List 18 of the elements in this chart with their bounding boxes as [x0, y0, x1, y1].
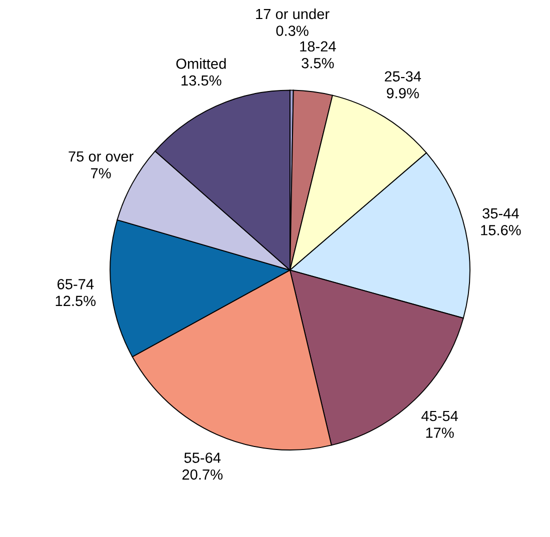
data-label: 12.5% — [56, 296, 96, 306]
slice-label: 55-64 — [184, 452, 221, 463]
slice-label: Omitted — [176, 58, 226, 69]
data-label: 15.6% — [481, 224, 521, 236]
slice-label: 45-54 — [421, 410, 458, 422]
slice-label: 25-34 — [384, 71, 422, 82]
data-label: 20.7% — [182, 469, 223, 480]
data-label: 0.3% — [276, 26, 308, 36]
slice-label: 17 or under — [256, 8, 330, 20]
slice-label: 75 or over — [68, 151, 134, 162]
data-label: 3.5% — [302, 58, 334, 68]
slice-label: 18-24 — [300, 41, 336, 52]
data-label: 17% — [426, 428, 454, 438]
slice-label: 35-44 — [482, 208, 519, 219]
data-label: 13.5% — [182, 75, 222, 86]
slice-label: 65-74 — [58, 279, 94, 290]
data-label: 9.9% — [386, 88, 419, 98]
data-label: 7% — [91, 168, 111, 178]
